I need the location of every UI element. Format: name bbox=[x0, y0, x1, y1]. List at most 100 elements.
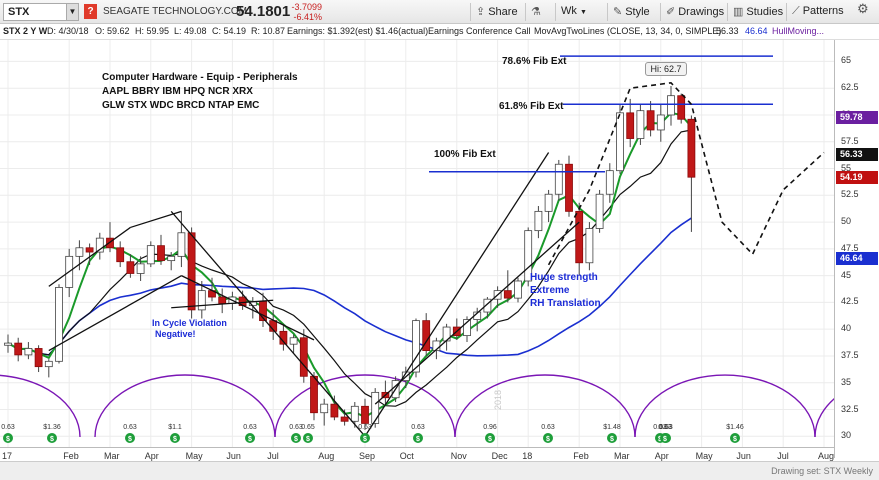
violation-line bbox=[171, 299, 274, 309]
flask-button[interactable]: ⚗ bbox=[525, 3, 549, 21]
y-tick-label: 62.5 bbox=[841, 82, 859, 93]
channel-line bbox=[48, 226, 131, 287]
sector-tickers-2: GLW STX WDC BRCD NTAP EMC bbox=[102, 100, 260, 111]
candle-up bbox=[483, 298, 492, 313]
patterns-label: Patterns bbox=[802, 5, 844, 17]
info-conference-call[interactable]: Earnings Conference Call bbox=[428, 26, 531, 36]
x-tick-label: Aug bbox=[818, 451, 835, 461]
info-date: D: 4/30/18 bbox=[47, 26, 89, 36]
candle-up bbox=[534, 210, 543, 232]
y-tick-label: 45 bbox=[841, 269, 852, 280]
time-axis[interactable]: 17 Feb Mar Apr May Jun Jul Aug Sep Oct Nov Dec 18 Feb… bbox=[0, 447, 834, 461]
chevron-down-icon[interactable]: ▼ bbox=[66, 4, 78, 20]
y-tick-label: 40 bbox=[841, 323, 852, 334]
dividend-icon bbox=[485, 433, 495, 443]
dollar-glyph: $ bbox=[128, 436, 132, 443]
dollar-glyph: $ bbox=[50, 436, 54, 443]
candle-down bbox=[187, 232, 196, 311]
candle-up bbox=[463, 319, 471, 337]
dividend-icon bbox=[245, 433, 255, 443]
share-button[interactable]: ⇪ Share bbox=[470, 3, 523, 21]
price-axis[interactable]: 3032.53537.54042.54547.55052.55557.56062… bbox=[834, 40, 879, 458]
dividend-label: 0.63 bbox=[659, 424, 673, 431]
candle-up bbox=[636, 110, 645, 139]
chart-id: STX 2 Y W bbox=[3, 26, 48, 36]
dollar-glyph: $ bbox=[248, 436, 252, 443]
candle-up bbox=[605, 170, 614, 195]
channel-line bbox=[374, 221, 580, 405]
candle-down bbox=[340, 416, 349, 422]
dividend-icon bbox=[170, 433, 180, 443]
drawings-label: Drawings bbox=[678, 6, 725, 18]
dividend-label: 0.63 bbox=[658, 424, 672, 431]
cycle-arc bbox=[634, 374, 816, 438]
price-chart[interactable]: 0.63$$1.36$0.63$$1.1$0.63$0.63$0.65$0.63… bbox=[0, 40, 834, 447]
price-tag: 56.33 bbox=[836, 148, 878, 162]
x-tick-label: Feb bbox=[573, 451, 589, 461]
candle-up bbox=[95, 237, 104, 253]
dividend-label: 0.63 bbox=[653, 424, 667, 431]
y-tick-label: 42.5 bbox=[841, 296, 859, 307]
candle-up bbox=[371, 391, 380, 424]
candle-down bbox=[299, 337, 308, 377]
candle-up bbox=[75, 247, 84, 257]
period-button[interactable]: Wk ▼ bbox=[555, 3, 592, 21]
dollar-glyph: $ bbox=[363, 436, 367, 443]
style-button[interactable]: ✎ Style bbox=[607, 3, 655, 21]
dividend-icon bbox=[303, 433, 313, 443]
candle-up bbox=[4, 342, 12, 346]
x-tick-label: May bbox=[185, 451, 203, 461]
candle-up bbox=[544, 193, 553, 212]
candle-down bbox=[677, 95, 686, 120]
price-change: -3.7099 -6.41% bbox=[290, 2, 322, 22]
y-tick-label: 35 bbox=[841, 376, 852, 387]
channel-line bbox=[170, 210, 366, 437]
dollar-glyph: $ bbox=[173, 436, 177, 443]
candle-down bbox=[687, 118, 696, 178]
x-tick-label: Apr bbox=[144, 451, 159, 461]
drawings-button[interactable]: ✐ Drawings bbox=[660, 3, 729, 21]
dividend-icon bbox=[360, 433, 370, 443]
symbol-input[interactable]: STX ▼ bbox=[3, 3, 79, 21]
info-study[interactable]: MovAvgTwoLines (CLOSE, 13, 34, 0, SIMPLE… bbox=[534, 26, 722, 36]
candle-up bbox=[616, 112, 624, 172]
dollar-glyph: $ bbox=[416, 436, 420, 443]
y-tick-label: 30 bbox=[841, 430, 852, 441]
dividend-label: 0.63 bbox=[123, 424, 137, 431]
info-hull[interactable]: HullMoving... bbox=[772, 26, 825, 36]
y-tick-label: 50 bbox=[841, 216, 852, 227]
candle-down bbox=[565, 163, 573, 212]
candle-up bbox=[55, 287, 63, 362]
y-tick-label: 65 bbox=[841, 55, 852, 66]
top-toolbar: STX ▼ ? SEAGATE TECHNOLOGY.COM 54.1801 -… bbox=[0, 0, 879, 24]
high-label: Hi: 62.7 bbox=[645, 62, 687, 76]
y-tick-label: 55 bbox=[841, 162, 852, 173]
candle-up bbox=[524, 230, 533, 282]
y-tick-label: 57.5 bbox=[841, 135, 859, 146]
flask-icon: ⚗ bbox=[531, 6, 541, 18]
period-label: Wk bbox=[561, 5, 577, 17]
gear-icon[interactable]: ⚙ bbox=[857, 1, 869, 16]
candle-up bbox=[44, 360, 53, 368]
price-tag: 59.78 bbox=[836, 111, 878, 125]
dollar-glyph: $ bbox=[6, 436, 10, 443]
company-name[interactable]: SEAGATE TECHNOLOGY.COM bbox=[103, 6, 247, 17]
patterns-button[interactable]: ⟋ Patterns bbox=[786, 3, 849, 21]
y-tick-label: 37.5 bbox=[841, 349, 859, 360]
candle-up bbox=[585, 228, 594, 264]
candle-down bbox=[157, 245, 165, 262]
sector-tickers-1: AAPL BBRY IBM HPQ NCR XRX bbox=[102, 86, 253, 97]
alert-flag-icon[interactable]: ? bbox=[84, 4, 97, 19]
x-tick-label: 18 bbox=[522, 451, 533, 461]
candle-down bbox=[218, 296, 227, 304]
year-watermark: 2018 bbox=[493, 389, 504, 411]
candle-down bbox=[106, 237, 114, 249]
candle-up bbox=[289, 337, 298, 345]
studies-button[interactable]: ▥ Studies bbox=[727, 3, 788, 21]
dividend-icon bbox=[730, 433, 740, 443]
dividend-label: $1.48 bbox=[603, 424, 621, 431]
change-value: -3.7099 bbox=[291, 2, 322, 12]
pencil-icon: ✐ bbox=[666, 6, 676, 18]
candle-up bbox=[595, 193, 604, 229]
drawing-set-label[interactable]: Drawing set: STX Weekly bbox=[771, 466, 873, 476]
